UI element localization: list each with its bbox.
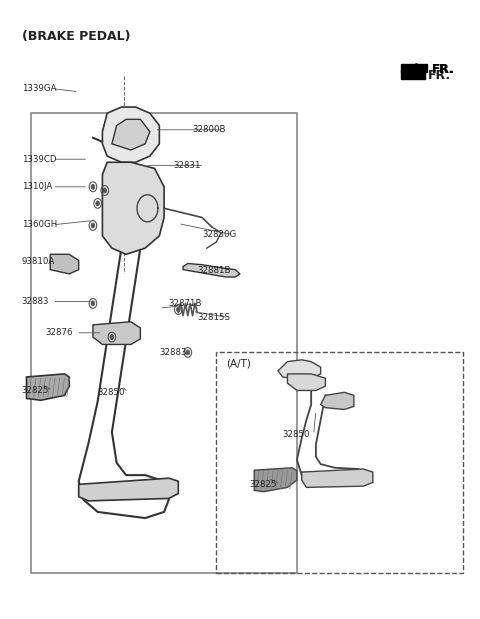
- Text: (BRAKE PEDAL): (BRAKE PEDAL): [22, 30, 130, 43]
- Polygon shape: [112, 119, 150, 150]
- Bar: [31, 113, 297, 573]
- Polygon shape: [401, 71, 425, 79]
- Polygon shape: [93, 322, 140, 344]
- Circle shape: [91, 223, 95, 228]
- Bar: [216, 352, 463, 573]
- Polygon shape: [401, 64, 427, 72]
- Text: FR.: FR.: [432, 63, 455, 76]
- Circle shape: [91, 301, 95, 306]
- Text: 32815S: 32815S: [197, 313, 230, 322]
- Text: 1339GA: 1339GA: [22, 84, 56, 93]
- Circle shape: [103, 188, 107, 193]
- Polygon shape: [79, 478, 179, 501]
- Polygon shape: [102, 107, 159, 162]
- Text: 32825: 32825: [250, 480, 277, 489]
- Polygon shape: [321, 392, 354, 410]
- Text: 32850: 32850: [283, 430, 310, 439]
- Text: 32883: 32883: [159, 348, 187, 357]
- Text: 32800B: 32800B: [192, 125, 226, 134]
- Circle shape: [96, 201, 99, 206]
- Text: 32831: 32831: [174, 161, 201, 170]
- Text: 32881B: 32881B: [197, 266, 231, 275]
- Polygon shape: [50, 254, 79, 274]
- Text: FR.: FR.: [432, 63, 454, 76]
- Polygon shape: [183, 264, 240, 277]
- Text: 32883: 32883: [22, 297, 49, 306]
- Polygon shape: [288, 374, 325, 391]
- Polygon shape: [301, 469, 373, 487]
- Text: 32830G: 32830G: [202, 230, 236, 239]
- Text: 1339CD: 1339CD: [22, 155, 56, 163]
- Polygon shape: [278, 360, 321, 379]
- Text: FR.: FR.: [427, 69, 451, 82]
- Text: 1360GH: 1360GH: [22, 220, 57, 230]
- Circle shape: [91, 184, 95, 189]
- Polygon shape: [102, 162, 164, 254]
- Text: 32825: 32825: [22, 386, 49, 395]
- Text: (A/T): (A/T): [226, 358, 251, 368]
- Polygon shape: [26, 374, 69, 400]
- Text: 32876: 32876: [46, 328, 73, 337]
- Text: 93810A: 93810A: [22, 257, 55, 266]
- Text: 32871B: 32871B: [169, 299, 203, 308]
- Text: 32850: 32850: [97, 388, 125, 397]
- Circle shape: [177, 307, 180, 312]
- Text: 1310JA: 1310JA: [22, 183, 52, 191]
- Circle shape: [110, 335, 114, 340]
- Circle shape: [186, 350, 190, 355]
- Polygon shape: [254, 468, 297, 491]
